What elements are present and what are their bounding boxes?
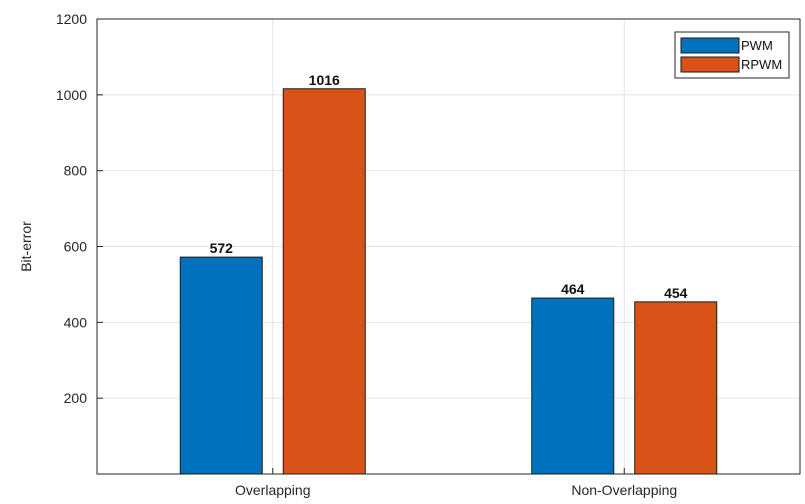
legend-label: RPWM	[741, 57, 782, 72]
y-tick-label: 200	[64, 390, 88, 406]
y-tick-label: 1000	[56, 87, 87, 103]
bar-pwm-0	[179, 256, 263, 475]
y-tick-label: 400	[64, 314, 88, 330]
data-label: 572	[210, 240, 234, 256]
legend-swatch-rpwm	[680, 56, 740, 73]
data-label: 1016	[309, 72, 340, 88]
bar-rpwm-1	[634, 301, 718, 475]
legend-label: PWM	[741, 38, 773, 53]
bars	[179, 88, 718, 475]
y-tick-label: 1200	[56, 11, 87, 27]
y-axis: 200 400 600 800 1000 1200	[56, 11, 103, 406]
legend-swatch-pwm	[680, 37, 740, 54]
y-tick-label: 600	[64, 239, 88, 255]
y-tick-label: 800	[64, 163, 88, 179]
x-tick-label: Non-Overlapping	[571, 482, 677, 498]
y-axis-title: Bit-error	[18, 221, 34, 272]
bar-rpwm-0	[282, 88, 366, 475]
data-labels: 572 464 1016 454	[210, 72, 688, 301]
data-label: 454	[664, 285, 688, 301]
data-label: 464	[561, 281, 585, 297]
bar-pwm-1	[531, 297, 615, 475]
x-tick-label: Overlapping	[235, 482, 311, 498]
x-axis: Overlapping Non-Overlapping	[235, 468, 677, 498]
legend: PWM RPWM	[674, 31, 790, 79]
